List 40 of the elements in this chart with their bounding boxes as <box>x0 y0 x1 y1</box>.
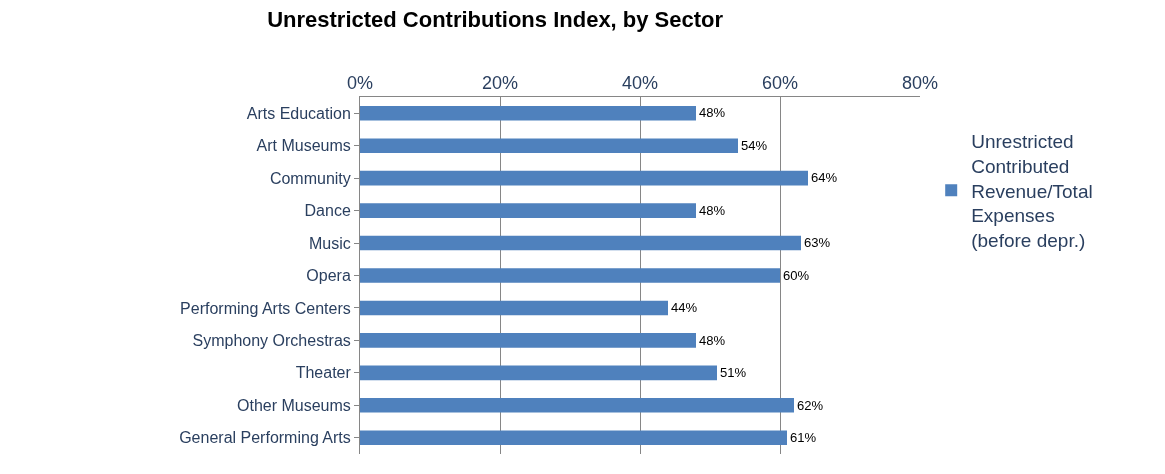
data-label: 61% <box>790 430 817 445</box>
y-tick-label: Other Museums <box>236 396 351 414</box>
bar <box>360 268 780 283</box>
data-label: 48% <box>699 202 726 218</box>
bar <box>360 170 808 186</box>
data-label: 48% <box>699 105 726 121</box>
bar <box>360 203 696 218</box>
y-tick-label: Performing Arts Centers <box>180 299 351 317</box>
data-label: 62% <box>797 397 824 413</box>
chart-title: Unrestricted Contributions Index, by Sector <box>267 7 724 33</box>
bar <box>360 398 794 413</box>
y-tick-label: Arts Education <box>246 104 351 122</box>
bar <box>360 105 696 121</box>
y-tick-label: Opera <box>306 267 351 285</box>
data-label: 54% <box>741 137 768 153</box>
y-tick-label: Symphony Orchestras <box>192 332 351 350</box>
data-label: 64% <box>811 170 838 186</box>
y-tick-label: Theater <box>295 364 352 382</box>
bar <box>360 138 738 153</box>
bar <box>360 333 696 348</box>
y-tick-label: Art Museums <box>256 137 351 155</box>
x-tick-label: 40% <box>621 72 659 93</box>
data-label: 51% <box>720 365 747 381</box>
bar <box>360 430 787 446</box>
y-tick-label: General Performing Arts <box>179 429 351 447</box>
x-tick-label: 60% <box>761 72 799 93</box>
x-tick-label: 80% <box>901 72 939 93</box>
x-tick-label: 0% <box>346 72 374 93</box>
data-label: 48% <box>699 332 726 348</box>
bar <box>360 300 668 316</box>
data-label: 44% <box>671 300 698 316</box>
y-tick-label: Dance <box>304 202 351 220</box>
bar <box>360 365 717 381</box>
legend-label: Unrestricted Contributed Revenue/Total Expenses (before depr.) <box>971 131 1093 252</box>
y-tick-label: Community <box>269 169 351 187</box>
x-tick-label: 20% <box>481 72 519 93</box>
data-label: 60% <box>783 267 810 283</box>
data-label: 63% <box>804 235 831 251</box>
y-tick-label: Music <box>309 234 351 252</box>
bar <box>360 235 801 251</box>
